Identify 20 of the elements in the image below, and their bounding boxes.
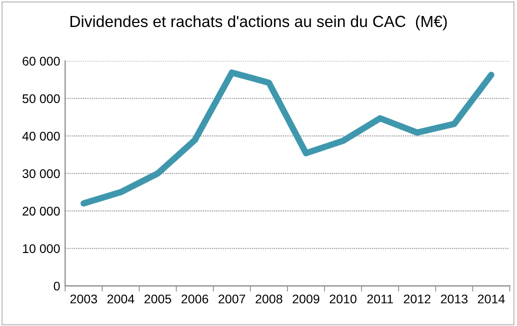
- chart-title: Dividendes et rachats d'actions au sein du CAC (M€): [70, 15, 447, 30]
- y-tick-label: 0: [54, 282, 60, 291]
- x-tick-label: 2012: [404, 294, 430, 304]
- x-tick-label: 2008: [256, 294, 282, 304]
- x-tick-label: 2003: [70, 294, 98, 304]
- x-tick-label: 2007: [218, 294, 246, 304]
- x-tick-label: 2009: [292, 294, 320, 304]
- y-tick-label: 50 000: [22, 94, 60, 104]
- x-tick-label: 2014: [478, 294, 505, 304]
- x-tick-label: 2013: [440, 294, 468, 304]
- y-tick-label: 40 000: [22, 132, 60, 141]
- y-tick-label: 20 000: [22, 206, 60, 216]
- x-tick-label: 2006: [182, 294, 208, 304]
- y-tick-label: 60 000: [22, 56, 60, 66]
- x-tick-label: 2010: [330, 294, 356, 304]
- x-tick-label: 2005: [144, 294, 172, 304]
- y-tick-label: 30 000: [22, 169, 60, 178]
- x-tick-label: 2004: [107, 294, 134, 304]
- x-tick-label: 2011: [367, 294, 393, 304]
- y-tick-label: 10 000: [23, 244, 60, 254]
